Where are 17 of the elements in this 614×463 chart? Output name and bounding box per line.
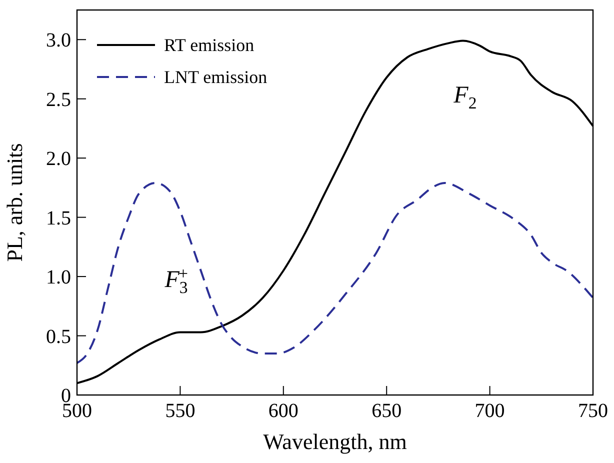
annotation: F$_{2}$ [452, 82, 477, 112]
y-tick-label: 2.5 [46, 88, 71, 111]
legend-label: RT emission [164, 35, 254, 55]
y-tick-label: 2.0 [46, 148, 71, 170]
y-tick-label: 3.0 [46, 30, 71, 52]
x-tick-label: 700 [474, 400, 505, 422]
y-tick-label: 1.5 [46, 207, 71, 230]
y-tick-label: 1.0 [46, 266, 71, 289]
x-axis-title: Wavelength, nm [263, 429, 407, 454]
y-tick-label: 0.5 [46, 326, 71, 348]
line-series [76, 182, 594, 364]
x-tick-label: 750 [578, 400, 608, 422]
x-tick-label: 600 [268, 400, 298, 422]
x-tick-label: 650 [372, 400, 402, 422]
x-tick-label: 550 [165, 400, 196, 422]
legend-label: LNT emission [164, 67, 268, 87]
y-axis-title: PL, arb. units [2, 143, 27, 262]
